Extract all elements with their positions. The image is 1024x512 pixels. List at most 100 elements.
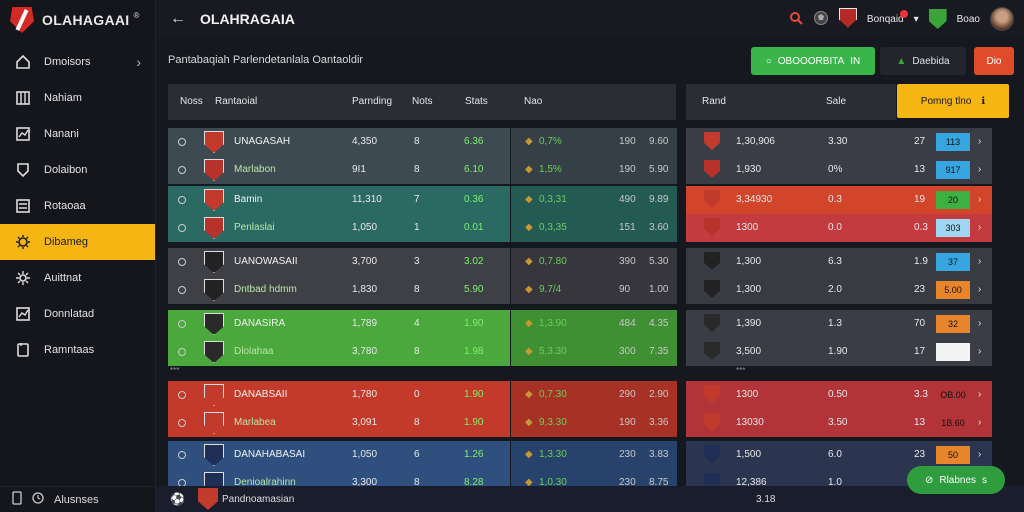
table-row-right[interactable]: 3,34930 0.3 19 20 ›	[686, 186, 992, 214]
table-row-odds[interactable]: ◆ 9.7/4 90 1.00	[511, 276, 677, 304]
chevron-right-icon[interactable]: ›	[978, 136, 982, 147]
sidebar-item-4[interactable]: Rotaoaa	[0, 188, 155, 224]
avatar[interactable]	[990, 7, 1014, 31]
table-row-right[interactable]: 1,30,906 3.30 27 113 ›	[686, 128, 992, 156]
nots-value: 8	[414, 284, 420, 295]
table-row-odds[interactable]: ◆ 5,3.30 300 7.35	[511, 338, 677, 366]
document-icon	[14, 342, 32, 358]
gear-icon	[14, 270, 32, 286]
sidebar-item-6[interactable]: Auittnat	[0, 260, 155, 296]
sidebar-item-8[interactable]: Ramntaas	[0, 332, 155, 368]
sidebar-item-0[interactable]: Dmoisors ›	[0, 44, 155, 80]
table-row-odds[interactable]: ◆ 9,3.30 190 3.36	[511, 409, 677, 437]
back-arrow-icon[interactable]: ←	[170, 10, 186, 27]
primary-action-button[interactable]: ○ OBOOORBITA IN	[751, 47, 875, 75]
table-row-odds[interactable]: ◆ 0,3,31 490 9.89	[511, 186, 677, 214]
table-row-odds[interactable]: ◆ 0,7.30 290 2.90	[511, 381, 677, 409]
table-row[interactable]: Marlabea 3,091 8 1.90	[168, 409, 510, 437]
table-row[interactable]: Penlaslai 1,050 1 0.01	[168, 214, 510, 242]
chevron-right-icon[interactable]: ›	[978, 284, 982, 295]
danger-action-button[interactable]: Dio	[974, 47, 1014, 75]
brand[interactable]: OLAHAGAAI ®	[0, 0, 155, 40]
table-row-odds[interactable]: ◆ 0,7% 190 9.60	[511, 128, 677, 156]
sidebar-item-2[interactable]: Nanani	[0, 116, 155, 152]
table-row[interactable]: Bamin 11,310 7 0.36	[168, 186, 510, 214]
team-crest-icon	[704, 314, 720, 332]
table-row-right[interactable]: 1300 0.0 0.3 303 ›	[686, 214, 992, 242]
topbar-actions: Bonqaid ▾ Boao	[789, 0, 1014, 38]
table-row-odds[interactable]: ◆ 1,5% 190 5.90	[511, 156, 677, 184]
sidebar-footer[interactable]: Alusnses	[0, 486, 155, 512]
chevron-right-icon[interactable]: ›	[978, 164, 982, 175]
col-prefix[interactable]: Noss	[180, 96, 203, 107]
sidebar-item-3[interactable]: Dolaibon	[0, 152, 155, 188]
table-row-right[interactable]: 1,300 2.0 23 5.00 ›	[686, 276, 992, 304]
odds-marker-icon: ◆	[525, 194, 533, 205]
table-row[interactable]: Dntbad hdmm 1,830 8 5.90	[168, 276, 510, 304]
team-name: Penlaslai	[234, 222, 275, 233]
floating-action-button[interactable]: ⊘ Rlabnes s	[907, 466, 1005, 494]
col-nots[interactable]: Nots	[412, 96, 433, 107]
table-row[interactable]: DANABSAII 1,780 0 1.90	[168, 381, 510, 409]
odds-marker-icon: ◆	[525, 136, 533, 147]
table-row-right[interactable]: 3,500 1.90 17 ›	[686, 338, 992, 366]
stats-value: 1.90	[464, 417, 484, 428]
value-chip	[936, 343, 970, 361]
nots-value: 4	[414, 318, 420, 329]
odds-c: 3.36	[649, 417, 669, 428]
chevron-right-icon[interactable]: ›	[978, 256, 982, 267]
table-row-right[interactable]: 1,930 0% 13 917 ›	[686, 156, 992, 184]
odds-c: 7.35	[649, 346, 669, 357]
primary-action-label: OBOOORBITA	[777, 55, 845, 67]
table-row[interactable]: UNAGASAH 4,350 8 6.36	[168, 128, 510, 156]
ball-icon[interactable]	[813, 10, 829, 29]
sidebar-item-1[interactable]: Nahiam	[0, 80, 155, 116]
chevron-right-icon[interactable]: ›	[978, 346, 982, 357]
table-row-odds[interactable]: ◆ 1,3.90 484 4.35	[511, 310, 677, 338]
brand-logo-icon	[10, 7, 34, 33]
table-row-right[interactable]: 13030 3.50 13 1B.60 ›	[686, 409, 992, 437]
league-crest-icon[interactable]	[928, 9, 947, 29]
table-row-odds[interactable]: ◆ 1,3.30 230 3.83	[511, 441, 677, 469]
sort-button[interactable]: Pomng tlno ℹ	[897, 84, 1009, 118]
table-row-right[interactable]: 1300 0.50 3.3 OB.00 ›	[686, 381, 992, 409]
col-rand[interactable]: Rand	[702, 96, 726, 107]
table-row[interactable]: Marlabon 9I1 8 6.10	[168, 156, 510, 184]
col-sale[interactable]: Sale	[826, 96, 847, 107]
team-name: Bamin	[234, 194, 263, 205]
table-row[interactable]: DANAHABASAI 1,050 6 1.26	[168, 441, 510, 469]
col-ranking[interactable]: Parnding	[352, 96, 393, 107]
trophy-icon	[14, 234, 32, 250]
table-row[interactable]: DANASIRA 1,789 4 1.90	[168, 310, 510, 338]
team-name: Marlabon	[234, 164, 276, 175]
col-stats[interactable]: Stats	[465, 96, 488, 107]
col-team[interactable]: Rantaoial	[215, 96, 258, 107]
footer-team: Pandnoamasian	[222, 494, 295, 505]
search-icon[interactable]	[789, 11, 803, 28]
user-menu[interactable]: Bonqaid	[867, 9, 908, 25]
chevron-right-icon[interactable]: ›	[978, 449, 982, 460]
chevron-right-icon[interactable]: ›	[978, 417, 982, 428]
chevron-right-icon[interactable]: ›	[978, 222, 982, 233]
page-subtitle: Pantabaqiah Parlendetanlala Oantaoldir	[168, 54, 364, 66]
sale-value: 0.3	[828, 194, 842, 205]
col-nao[interactable]: Nao	[524, 96, 543, 107]
stats-value: 5.90	[464, 284, 484, 295]
right-label[interactable]: Boao	[956, 13, 980, 25]
secondary-action-button[interactable]: ▲ Daebida	[880, 47, 966, 75]
sidebar-item-5[interactable]: Dibameg	[0, 224, 155, 260]
table-row-right[interactable]: 1,500 6.0 23 50 ›	[686, 441, 992, 469]
table-row-right[interactable]: 1,300 6.3 1.9 37 ›	[686, 248, 992, 276]
table-row-odds[interactable]: ◆ 0,3,35 151 3.60	[511, 214, 677, 242]
chevron-right-icon[interactable]: ›	[978, 389, 982, 400]
table-row[interactable]: Dlolahaa 3,780 8 1.98	[168, 338, 510, 366]
chevron-down-icon[interactable]: ▾	[913, 13, 919, 25]
table-row-right[interactable]: 1,390 1.3 70 32 ›	[686, 310, 992, 338]
chevron-right-icon[interactable]: ›	[978, 318, 982, 329]
table-row-odds[interactable]: ◆ 0,7.80 390 5.30	[511, 248, 677, 276]
user-crest-button[interactable]	[838, 7, 857, 31]
odds-a: 5,3.30	[539, 346, 567, 357]
chevron-right-icon[interactable]: ›	[978, 194, 982, 205]
table-row[interactable]: UANOWASAII 3,700 3 3.02	[168, 248, 510, 276]
sidebar-item-7[interactable]: Donnlatad	[0, 296, 155, 332]
